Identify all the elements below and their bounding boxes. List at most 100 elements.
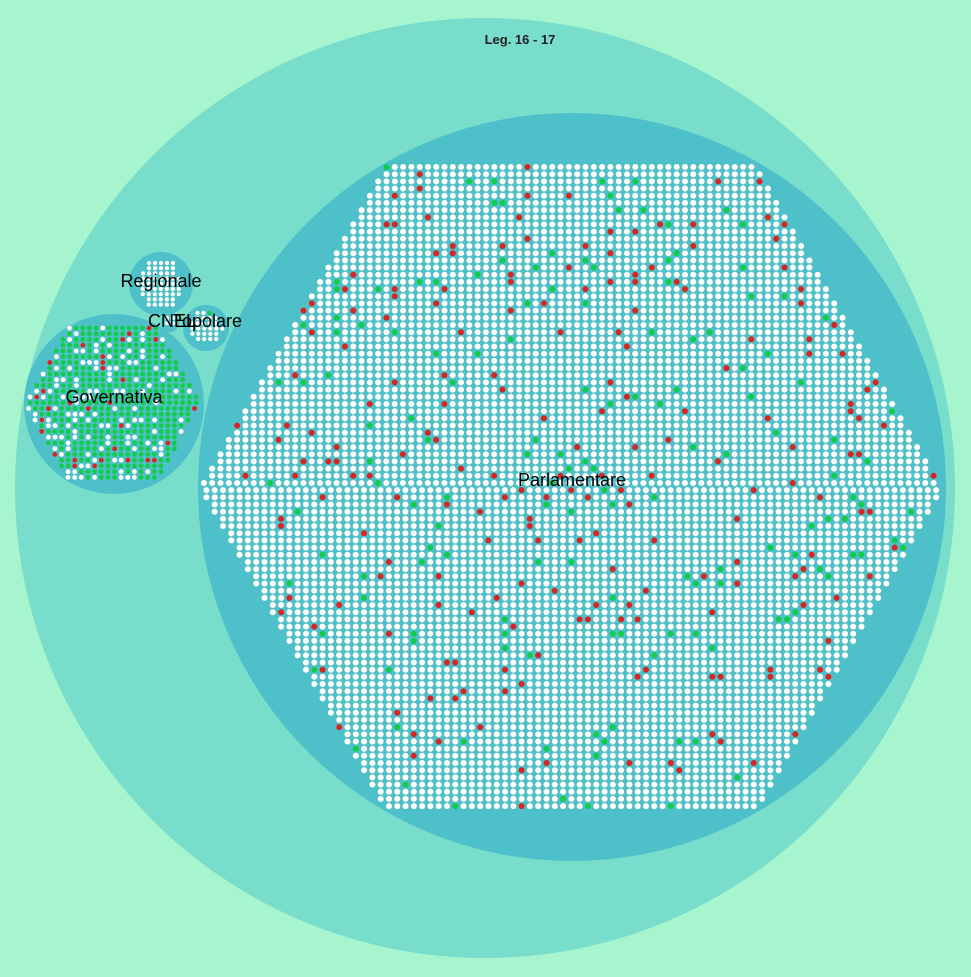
dot-empty	[791, 579, 799, 588]
dot-empty	[465, 400, 473, 408]
dot-empty	[551, 644, 559, 652]
dot-empty	[731, 213, 739, 221]
dot-green	[424, 436, 432, 444]
dot-empty	[443, 543, 451, 552]
dot-green	[899, 543, 907, 552]
dot-empty	[766, 658, 774, 667]
dot-empty	[573, 263, 581, 272]
dot-empty	[747, 285, 755, 293]
dot-empty	[755, 292, 764, 300]
dot-empty	[631, 249, 639, 257]
dot-red	[490, 472, 498, 480]
dot-empty	[805, 342, 813, 351]
dot-empty	[755, 393, 764, 401]
dot-green	[648, 328, 656, 336]
dot-empty	[697, 429, 706, 437]
dot-empty	[642, 565, 650, 573]
dot-empty	[401, 622, 410, 631]
dot-empty	[391, 450, 399, 458]
dot-empty	[714, 163, 722, 171]
dot-empty	[498, 371, 507, 379]
dot-empty	[233, 443, 241, 451]
dot-empty	[590, 421, 598, 430]
dot-empty	[418, 522, 426, 530]
dot-empty	[758, 558, 766, 566]
dot-empty	[639, 479, 648, 487]
dot-empty	[650, 608, 658, 616]
dot-empty	[410, 551, 418, 559]
dot-empty	[716, 486, 725, 494]
dot-empty	[681, 414, 689, 422]
dot-empty	[857, 515, 866, 523]
dot-empty	[667, 558, 675, 566]
dot-green	[443, 493, 451, 501]
dot-empty	[708, 594, 716, 602]
dot-empty	[211, 500, 219, 509]
dot-empty	[459, 543, 468, 552]
dot-empty	[739, 292, 747, 300]
dot-red	[285, 594, 294, 602]
dot-empty	[343, 579, 352, 588]
dot-empty	[407, 386, 415, 394]
dot-empty	[291, 429, 299, 437]
dot-empty	[880, 479, 888, 487]
dot-empty	[252, 579, 260, 588]
dot-empty	[391, 307, 399, 315]
dot-empty	[241, 436, 249, 444]
dot-empty	[673, 235, 681, 243]
dot-empty	[915, 508, 924, 516]
dot-empty	[633, 601, 642, 609]
dot-empty	[318, 579, 327, 588]
dot-empty	[590, 429, 598, 437]
dot-empty	[857, 572, 866, 580]
dot-empty	[822, 450, 830, 458]
dot-empty	[498, 299, 507, 308]
dot-red	[609, 565, 617, 573]
dot-empty	[606, 199, 615, 207]
dot-empty	[813, 321, 822, 329]
dot-empty	[517, 551, 526, 559]
dot-empty	[841, 558, 849, 566]
dot-empty	[664, 199, 673, 207]
dot-empty	[874, 500, 882, 509]
dot-empty	[799, 637, 808, 645]
dot-empty	[656, 328, 664, 336]
dot-empty	[435, 644, 443, 652]
dot-empty	[241, 407, 249, 415]
dot-empty	[772, 328, 780, 336]
dot-empty	[633, 486, 642, 494]
dot-empty	[490, 263, 498, 272]
dot-empty	[631, 192, 639, 200]
dot-empty	[556, 342, 565, 351]
dot-empty	[368, 666, 376, 674]
dot-empty	[614, 350, 623, 358]
dot-green	[366, 457, 374, 466]
dot-empty	[700, 579, 708, 588]
dot-empty	[333, 249, 341, 257]
dot-empty	[532, 235, 540, 243]
dot-empty	[333, 465, 341, 473]
dot-empty	[733, 522, 741, 530]
dot-empty	[590, 414, 598, 422]
dot-empty	[857, 615, 866, 624]
dot-empty	[650, 558, 658, 566]
dot-empty	[457, 177, 465, 185]
dot-empty	[714, 321, 722, 329]
dot-empty	[548, 299, 556, 308]
dot-empty	[874, 493, 882, 501]
dot-empty	[614, 386, 623, 394]
dot-empty	[515, 414, 523, 422]
dot-empty	[294, 594, 302, 602]
dot-empty	[484, 644, 493, 652]
dot-empty	[517, 493, 526, 501]
dot-empty	[714, 299, 722, 308]
dot-empty	[540, 184, 548, 193]
dot-empty	[551, 622, 559, 631]
dot-empty	[407, 357, 415, 365]
dot-empty	[244, 529, 252, 537]
dot-empty	[573, 213, 581, 221]
dot-empty	[722, 278, 731, 286]
dot-empty	[357, 314, 366, 322]
dot-empty	[725, 622, 733, 631]
dot-empty	[299, 465, 308, 473]
